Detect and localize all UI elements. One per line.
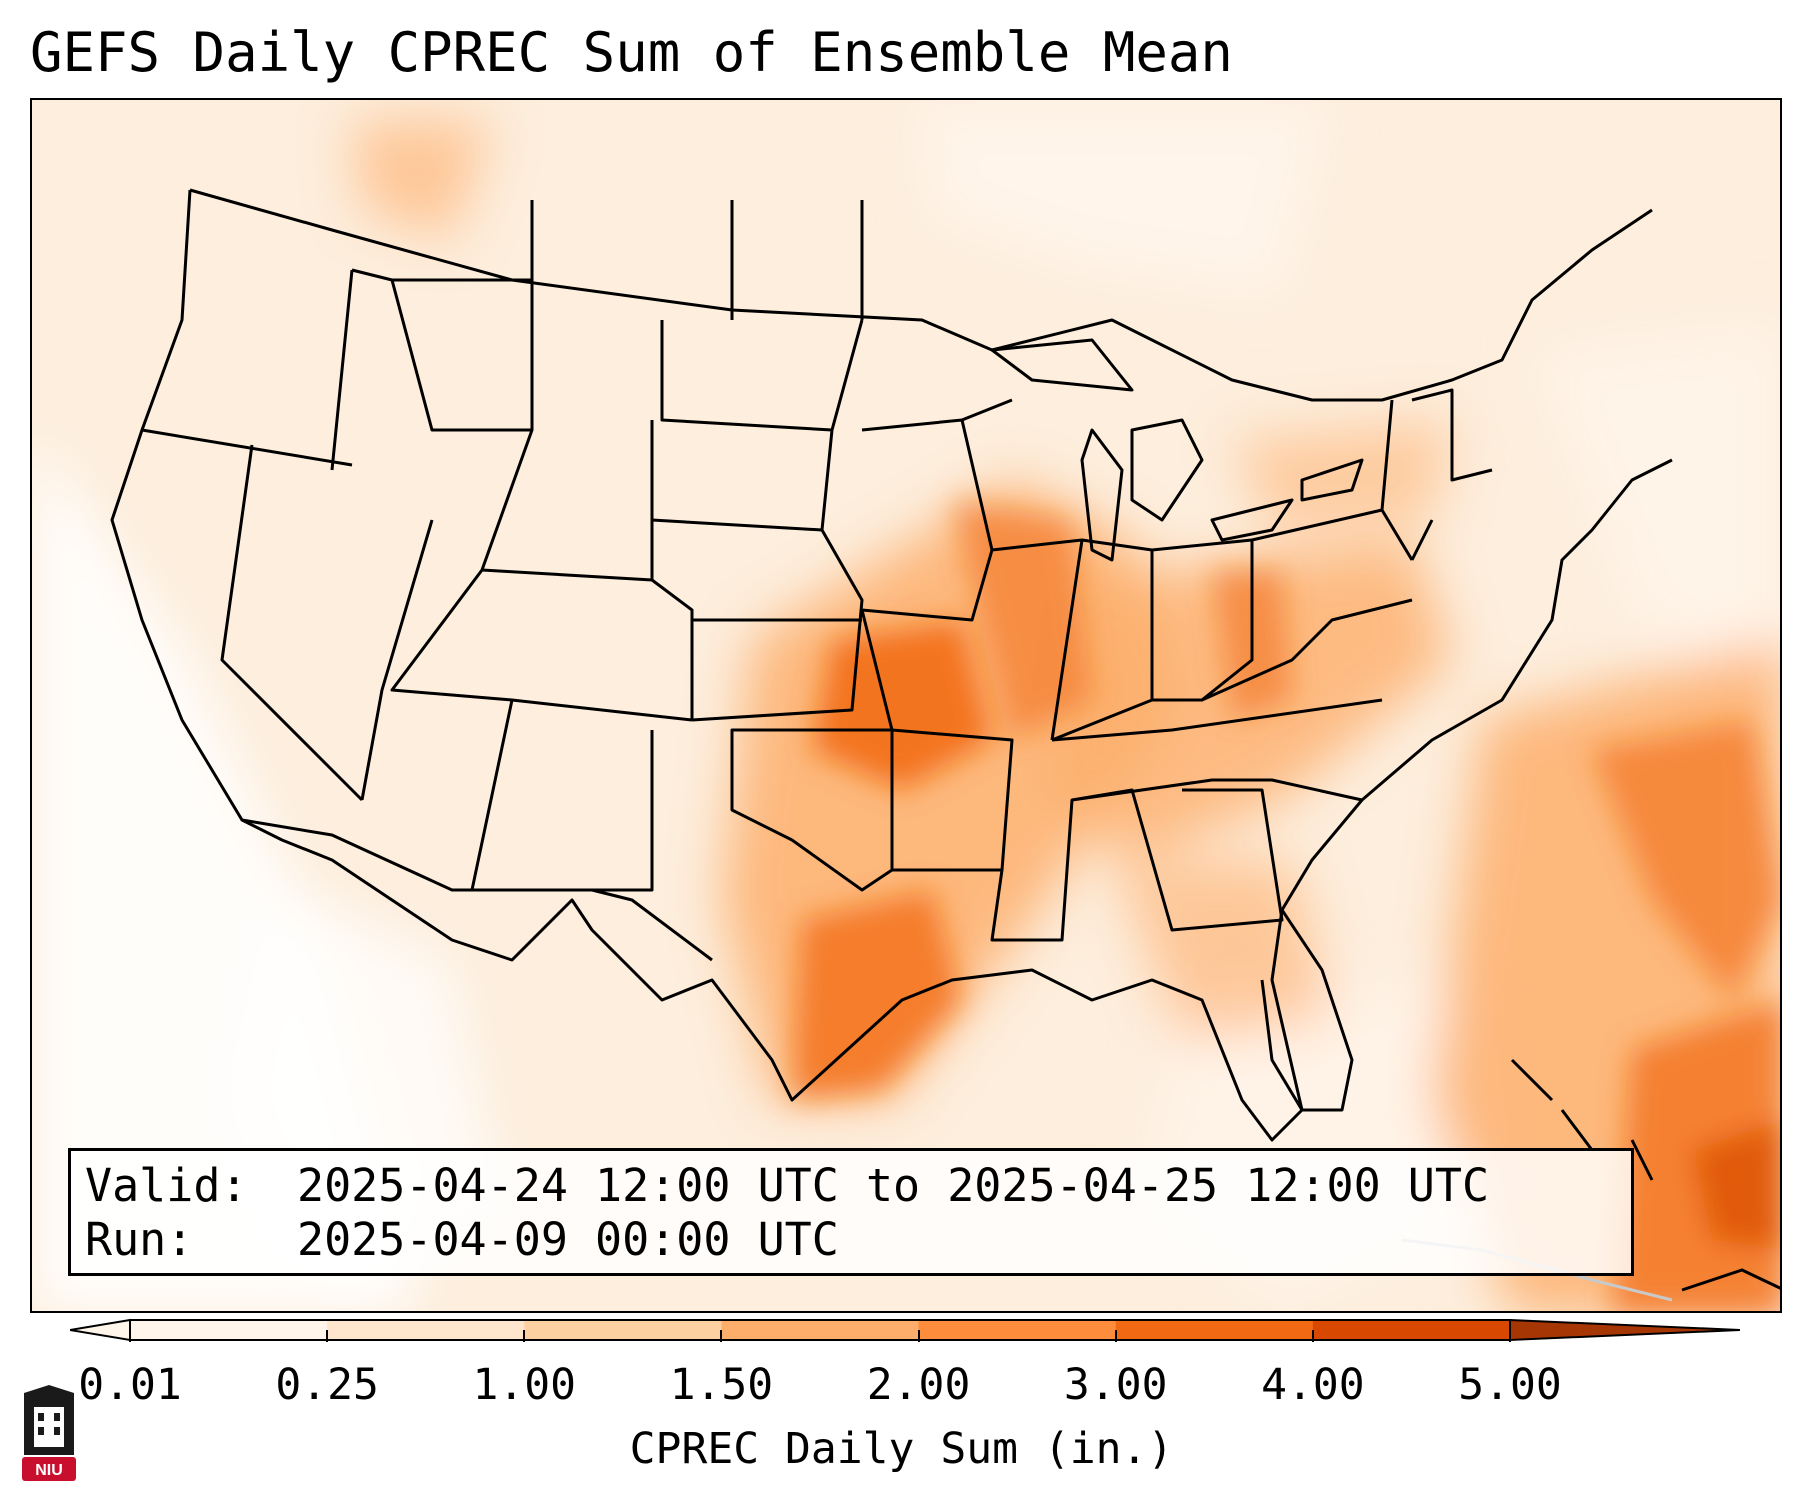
run-label: Run: bbox=[85, 1213, 194, 1266]
great-lakes bbox=[990, 338, 1364, 562]
colorbar-segment bbox=[524, 1320, 722, 1340]
logo-text: NIU bbox=[35, 1462, 63, 1479]
colorbar-tick-label: 4.00 bbox=[1261, 1360, 1365, 1410]
state-border-northeast bbox=[1251, 388, 1493, 561]
colorbar-tick bbox=[1311, 1330, 1314, 1342]
colorbar-tick-label: 0.01 bbox=[78, 1360, 182, 1410]
colorbar-segment bbox=[1312, 1320, 1511, 1340]
colorbar-segment bbox=[918, 1320, 1117, 1340]
high-precip-texas bbox=[792, 890, 962, 1100]
colorbar-tick-label: 0.25 bbox=[275, 1360, 379, 1410]
logo-base bbox=[22, 1457, 76, 1481]
colorbar-extend-low bbox=[70, 1318, 131, 1342]
colorbar-tick-label: 2.00 bbox=[866, 1360, 971, 1410]
colorbar-tick-label: 1.00 bbox=[472, 1360, 577, 1410]
colorbar-segment bbox=[327, 1320, 525, 1340]
state-border-pacific bbox=[141, 269, 364, 802]
state-border-plains bbox=[552, 200, 894, 892]
colorbar-label: CPREC Daily Sum (in.) bbox=[629, 1424, 1174, 1474]
state-border-south bbox=[990, 598, 1413, 942]
canada-border bbox=[189, 188, 1653, 402]
state-border-mountain bbox=[351, 200, 694, 891]
colorbar-tick bbox=[326, 1330, 329, 1342]
mexico-border bbox=[241, 818, 713, 962]
colorbar bbox=[70, 1318, 1740, 1342]
info-box: Valid: 2025-04-24 12:00 UTC to 2025-04-2… bbox=[68, 1148, 1634, 1276]
colorbar-tick bbox=[1509, 1330, 1511, 1342]
map-borders bbox=[110, 188, 1673, 1142]
high-precip-ocean bbox=[1592, 720, 1780, 1000]
low-precip-atlantic bbox=[1532, 320, 1780, 698]
max-precip-caribbean bbox=[1692, 1121, 1780, 1250]
high-precip-midwest bbox=[952, 500, 1092, 740]
colorbar-extend-high bbox=[1509, 1318, 1740, 1342]
colorbar-tick-label: 1.50 bbox=[669, 1360, 774, 1410]
colorbar-tick bbox=[917, 1330, 920, 1342]
precip-map bbox=[30, 98, 1782, 1313]
run-line: Run: 2025-04-09 00:00 UTC bbox=[85, 1213, 1617, 1267]
valid-label: Valid: bbox=[85, 1159, 248, 1212]
florida-coast bbox=[1260, 909, 1354, 1112]
hispaniola bbox=[1681, 1268, 1780, 1292]
niu-logo: NIU bbox=[22, 1385, 76, 1481]
chart-title: GEFS Daily CPREC Sum of Ensemble Mean bbox=[30, 21, 1233, 84]
colorbar-tick bbox=[1114, 1330, 1117, 1342]
map-canvas bbox=[32, 100, 1780, 1311]
low-precip-canada bbox=[912, 100, 1332, 300]
state-border-midwest bbox=[860, 398, 1254, 872]
colorbar-segment bbox=[721, 1320, 920, 1340]
colorbar-tick bbox=[523, 1330, 526, 1342]
colorbar-segment bbox=[130, 1320, 328, 1340]
valid-value: 2025-04-24 12:00 UTC to 2025-04-25 12:00… bbox=[297, 1159, 1490, 1212]
colorbar-tick-label: 5.00 bbox=[1458, 1360, 1562, 1410]
colorbar-segment bbox=[1115, 1320, 1314, 1340]
bahamas bbox=[1510, 1058, 1654, 1181]
run-value: 2025-04-09 00:00 UTC bbox=[297, 1213, 839, 1266]
colorbar-tick bbox=[129, 1330, 131, 1342]
mid-precip-north bbox=[352, 120, 492, 240]
colorbar-tick-label: 3.00 bbox=[1063, 1360, 1168, 1410]
valid-line: Valid: 2025-04-24 12:00 UTC to 2025-04-2… bbox=[85, 1159, 1617, 1213]
colorbar-tick bbox=[720, 1330, 723, 1342]
